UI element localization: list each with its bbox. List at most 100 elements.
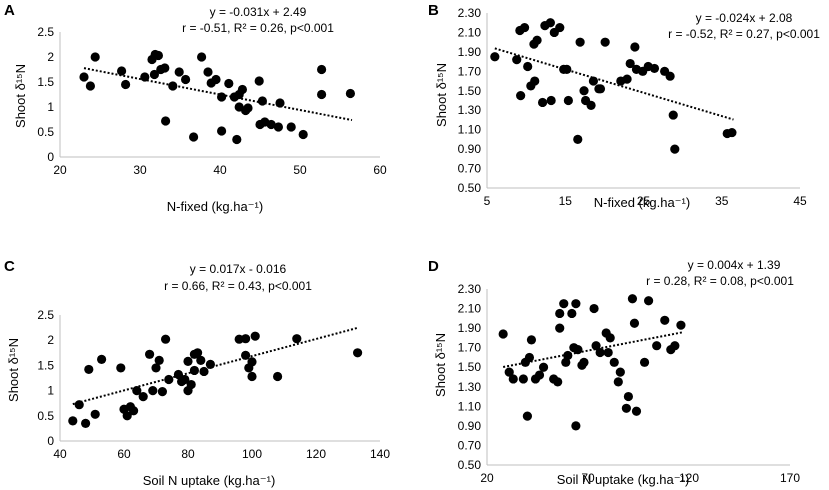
panel-c-data-point [164, 374, 174, 385]
panel-b-data-point [600, 37, 610, 47]
panel-b-data-point [516, 91, 526, 101]
panel-a-data-point [243, 103, 253, 113]
panel-a-data-point [85, 81, 95, 91]
panel-b-data-point [532, 35, 542, 45]
panel-d-y-tick-label: 0.50 [458, 458, 482, 472]
panel-a-data-point [317, 89, 327, 100]
panel-d-data-point [644, 296, 654, 306]
panel-a-data-point [203, 67, 213, 77]
panel-a-data-point [79, 72, 89, 82]
panel-a-data-point [211, 74, 221, 85]
panel-d-x-axis-label: Soil N uptake (kg.ha⁻¹) [557, 472, 690, 487]
panel-d-data-point [522, 411, 533, 421]
panel-c-data-point [74, 400, 84, 410]
panel-b-y-tick-label: 1.10 [458, 123, 482, 137]
panel-c-data-point [129, 406, 139, 416]
panel-a-data-point [174, 67, 184, 77]
panel-b-x-axis-label: N-fixed (kg.ha⁻¹) [594, 195, 690, 210]
panel-c-x-tick-label: 120 [306, 447, 326, 461]
panel-d-data-point [595, 347, 605, 358]
panel-c-data-point [292, 334, 302, 344]
panel-b-data-point [530, 76, 540, 86]
panel-c-data-point [145, 349, 155, 359]
panel-d-y-tick-label: 1.50 [458, 360, 482, 374]
panel-d-stats: r = 0.28, R² = 0.08, p<0.001 [646, 274, 794, 288]
panel-d-data-point [621, 403, 631, 413]
panel-d-y-tick-label: 2.30 [458, 282, 482, 296]
panel-c-data-point [247, 357, 257, 367]
panel-a-trendline [83, 67, 353, 122]
panel-d-data-point [639, 357, 650, 367]
panel-b-data-point [562, 64, 572, 74]
panel-c-data-point [205, 359, 215, 369]
panel-c-letter: C [4, 258, 15, 275]
panel-d-data-point [573, 345, 583, 355]
panel-d-y-tick-label: 1.70 [458, 341, 482, 355]
panel-b-y-tick-label: 1.90 [458, 45, 482, 59]
panel-d-y-tick-label: 2.10 [458, 302, 482, 316]
panel-d-data-point [603, 347, 613, 358]
panel-b-data-point [649, 63, 660, 74]
panel-d-data-point [567, 308, 577, 319]
panel-d-y-tick-label: 1.10 [458, 399, 482, 413]
panel-a-x-tick-label: 50 [293, 163, 307, 177]
panel-c: C y = 0.017x - 0.016 r = 0.66, R² = 0.43… [4, 258, 390, 488]
panel-a-data-point [237, 84, 247, 95]
panel-a-stats: r = -0.51, R² = 0.26, p<0.001 [182, 21, 334, 35]
panel-a-data-point [254, 76, 264, 86]
panel-c-data-point [97, 354, 107, 364]
panel-b-data-point [630, 42, 640, 52]
panel-d-data-point [660, 315, 670, 325]
panel-a-data-point [117, 66, 127, 76]
panel-a-data-point [317, 64, 327, 75]
panel-a-data-point [266, 119, 276, 130]
panel-c-data-point [151, 363, 161, 373]
panel-c-data-point [154, 355, 164, 365]
panel-b-data-point [622, 74, 632, 84]
panel-b-letter: B [428, 2, 439, 19]
panel-c-y-axis-label: Shoot δ¹⁵N [6, 338, 21, 402]
panel-c-data-point [273, 371, 283, 382]
panel-a-data-point [140, 72, 150, 82]
panel-d-data-point [571, 421, 581, 431]
panel-c-y-tick-label: 0 [47, 434, 54, 448]
panel-a-y-tick-label: 0 [47, 150, 54, 164]
panel-b-data-point [579, 86, 589, 96]
panel-a: A y = -0.031x + 2.49 r = -0.51, R² = 0.2… [4, 2, 387, 214]
panel-a-data-point [345, 88, 355, 99]
panel-a-data-point [286, 122, 296, 132]
panel-b-data-point [537, 97, 548, 108]
panel-d-data-point [652, 341, 662, 351]
panel-d-data-point [534, 370, 545, 380]
panel-a-letter: A [4, 2, 15, 19]
panel-a-data-point [168, 81, 178, 91]
panel-d-data-point [518, 374, 528, 384]
panel-a-data-point [149, 69, 159, 80]
panel-c-data-point [186, 379, 196, 390]
panel-b-stats: r = -0.52, R² = 0.27, p<0.001 [668, 27, 820, 41]
panel-b-trendline [494, 47, 734, 121]
panel-d: D y = 0.004x + 1.39 r = 0.28, R² = 0.08,… [428, 258, 800, 487]
panel-d-data-point [591, 341, 601, 351]
panel-b-x-tick-label: 25 [637, 194, 651, 208]
panel-d-data-point [613, 377, 623, 387]
panel-c-data-point [193, 348, 203, 358]
panel-b-x-tick-label: 5 [484, 194, 491, 208]
panel-b-x-tick-label: 15 [559, 194, 573, 208]
panel-a-data-point [217, 92, 227, 102]
panel-a-data-point [189, 132, 199, 142]
panel-d-data-point [670, 341, 680, 351]
panel-b-x-tick-label: 45 [793, 194, 807, 208]
panel-a-x-axis-label: N-fixed (kg.ha⁻¹) [167, 199, 263, 214]
panel-c-y-tick-label: 2 [47, 333, 54, 347]
panel-c-data-point [132, 386, 142, 396]
panel-b-data-point [555, 22, 565, 33]
panel-a-data-point [197, 52, 207, 62]
panel-d-data-point [555, 308, 565, 319]
panel-a-data-point [153, 50, 163, 61]
panel-a-data-point [217, 126, 227, 136]
panel-d-data-point [589, 303, 599, 314]
panel-d-x-tick-label: 20 [480, 471, 494, 485]
panel-d-data-point [498, 329, 508, 339]
panel-b-data-point [545, 18, 555, 28]
